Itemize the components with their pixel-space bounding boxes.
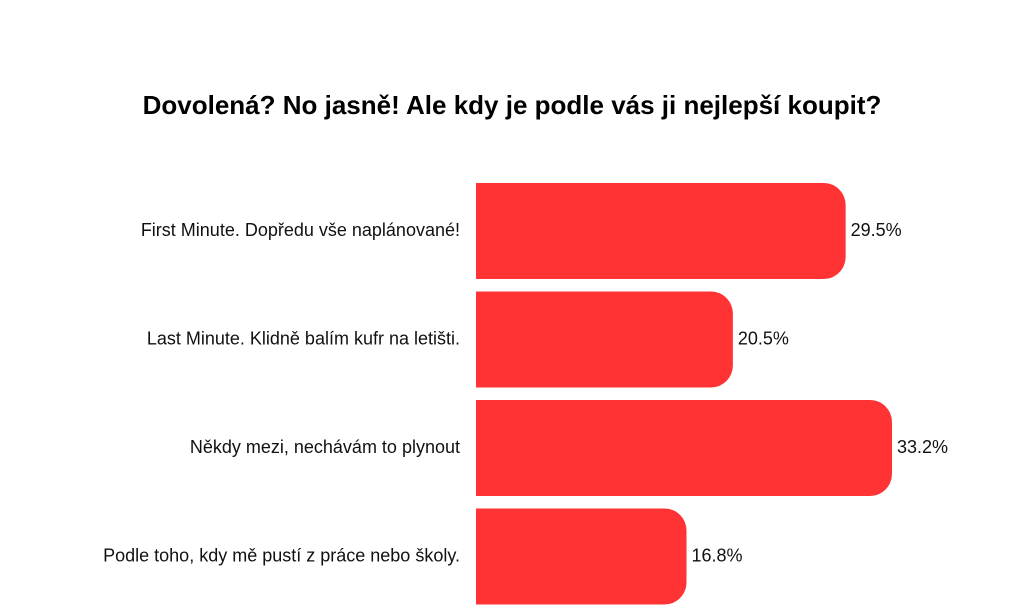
bar-4 <box>476 508 687 605</box>
category-label-4: Podle toho, kdy mě pustí z práce nebo šk… <box>103 545 460 565</box>
category-label-1: First Minute. Dopředu vše naplánované! <box>141 220 460 240</box>
bar-2 <box>476 291 733 388</box>
chart-title: Dovolená? No jasně! Ale kdy je podle vás… <box>142 90 882 120</box>
value-label-1: 29.5% <box>851 220 902 240</box>
value-label-4: 16.8% <box>692 545 743 565</box>
value-label-2: 20.5% <box>738 328 789 348</box>
category-label-2: Last Minute. Klidně balím kufr na letišt… <box>147 328 460 348</box>
bar-3 <box>476 400 892 496</box>
category-label-3: Někdy mezi, nechávám to plynout <box>190 437 460 457</box>
bar-1 <box>476 183 846 279</box>
value-label-3: 33.2% <box>897 437 948 457</box>
